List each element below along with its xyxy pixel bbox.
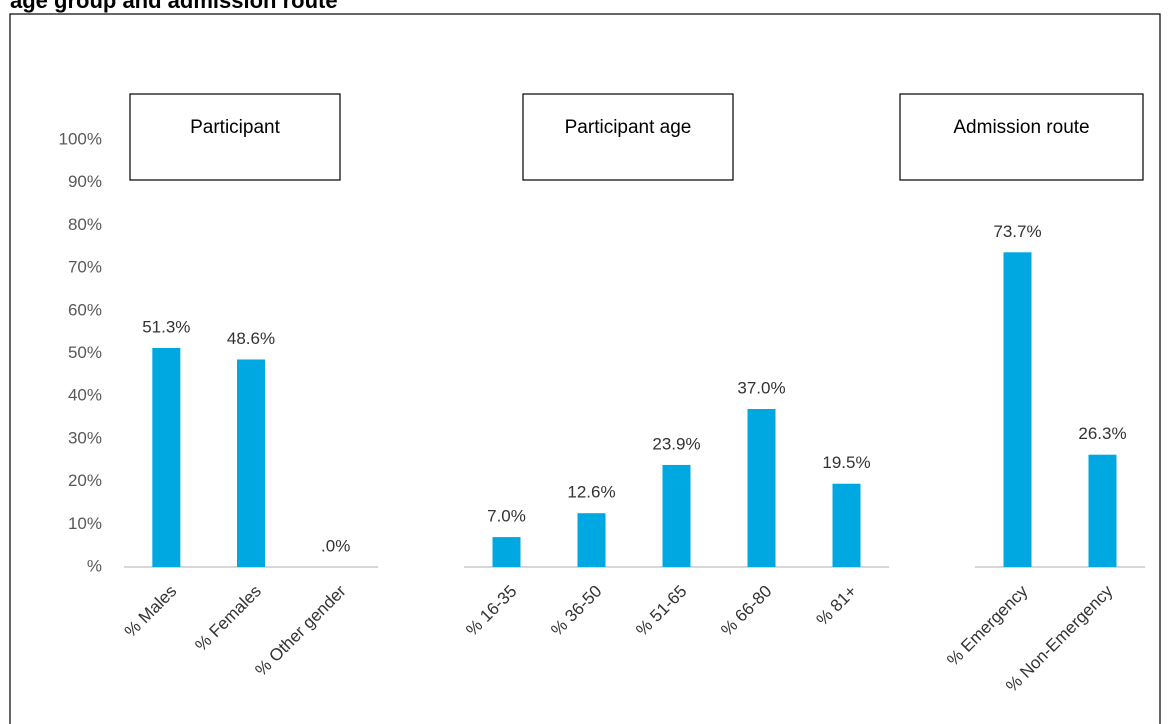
- value-label: 37.0%: [737, 378, 785, 397]
- value-label: 26.3%: [1078, 424, 1126, 443]
- y-tick-label: 70%: [68, 258, 102, 277]
- y-tick-label: 10%: [68, 514, 102, 533]
- value-label: 7.0%: [487, 507, 526, 526]
- x-tick-label: % Females: [191, 582, 265, 656]
- y-tick-label: 100%: [59, 129, 102, 148]
- x-tick-label: % 51-65: [632, 582, 690, 640]
- value-label: 73.7%: [993, 222, 1041, 241]
- y-tick-label: 30%: [68, 428, 102, 447]
- value-label: 12.6%: [567, 483, 615, 502]
- bar: [237, 359, 265, 567]
- value-label: 48.6%: [227, 329, 275, 348]
- y-tick-label: 80%: [68, 215, 102, 234]
- value-label: 19.5%: [822, 453, 870, 472]
- value-label: 23.9%: [652, 434, 700, 453]
- panel-box: [522, 93, 734, 181]
- panel-box: [899, 93, 1144, 181]
- chart-frame: [9, 13, 1161, 724]
- bar: [832, 483, 861, 567]
- y-tick-label: 20%: [68, 471, 102, 490]
- y-tick-label: 90%: [68, 172, 102, 191]
- panel-title: Admission route: [953, 117, 1089, 138]
- x-tick-label: % 81+: [813, 582, 861, 630]
- value-label: 51.3%: [142, 317, 190, 336]
- value-label: .0%: [321, 536, 350, 555]
- y-tick-label: 40%: [68, 386, 102, 405]
- panel-title: Participant age: [565, 117, 692, 138]
- y-tick-label: %: [87, 556, 102, 575]
- x-tick-label: % 16-35: [462, 582, 520, 640]
- y-tick-label: 60%: [68, 300, 102, 319]
- x-tick-label: % Males: [121, 582, 181, 642]
- bar: [747, 409, 776, 567]
- x-tick-label: % 66-80: [717, 582, 775, 640]
- bar: [577, 513, 606, 567]
- x-tick-label: % Emergency: [943, 581, 1032, 670]
- bar: [662, 464, 691, 567]
- panel-box: [129, 93, 341, 181]
- panel-title: Participant: [190, 117, 280, 138]
- bar: [492, 537, 521, 567]
- x-tick-label: % 36-50: [547, 582, 605, 640]
- chart-title: age group and admission route: [10, 0, 338, 13]
- x-tick-label: % Other gender: [251, 581, 350, 680]
- bar: [1088, 454, 1117, 567]
- y-tick-label: 50%: [68, 343, 102, 362]
- bar: [152, 347, 181, 567]
- bar: [1003, 252, 1032, 567]
